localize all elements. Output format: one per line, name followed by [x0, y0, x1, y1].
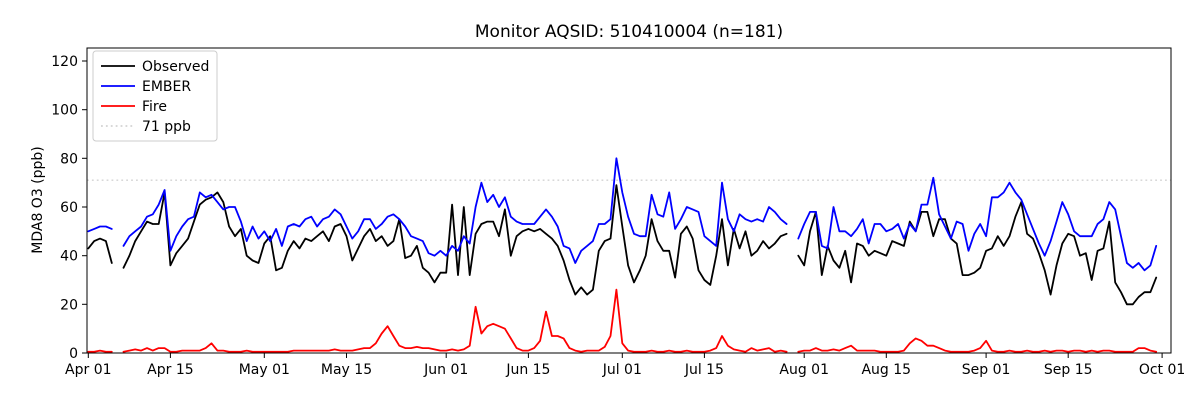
observed-line — [797, 201, 1158, 306]
y-tick-label: 120 — [51, 54, 78, 70]
x-tick-label: Apr 01 — [65, 362, 111, 378]
series-lines-group — [87, 157, 1158, 353]
x-tick-label: May 01 — [239, 362, 290, 378]
x-tick-label: Jun 15 — [505, 362, 550, 378]
x-tick-label: Oct 01 — [1139, 362, 1185, 378]
ember-line — [122, 157, 788, 264]
x-tick-label: Apr 15 — [147, 362, 193, 378]
x-tick-label: Aug 15 — [861, 362, 911, 378]
x-tick-label: Jul 15 — [684, 362, 724, 378]
ember-line — [797, 176, 1158, 272]
legend-label-71-ppb: 71 ppb — [142, 119, 191, 135]
y-tick-label: 20 — [60, 297, 78, 313]
fire-line — [122, 288, 788, 353]
observed-line — [122, 184, 788, 296]
ember-line — [87, 225, 113, 233]
chart-title: Monitor AQSID: 510410004 (n=181) — [475, 22, 783, 42]
fire-line — [87, 349, 113, 353]
legend-label-ember: EMBER — [142, 79, 191, 95]
y-tick-label: 60 — [60, 200, 78, 216]
y-tick-label: 100 — [51, 103, 78, 119]
y-axis-label: MDA8 O3 (ppb) — [30, 146, 46, 254]
legend: Observed EMBER Fire 71 ppb — [92, 50, 218, 142]
plot-frame — [86, 47, 1172, 354]
legend-label-fire: Fire — [142, 99, 167, 115]
legend-label-observed: Observed — [142, 59, 209, 75]
y-axis: 0 20 40 60 80 100 120 — [51, 54, 87, 362]
observed-line — [87, 237, 113, 264]
y-tick-label: 80 — [60, 151, 78, 167]
legend-frame — [92, 50, 218, 142]
x-tick-label: Jul 01 — [602, 362, 642, 378]
x-tick-label: Sep 01 — [962, 362, 1011, 378]
fire-line — [797, 337, 1158, 353]
x-axis: Apr 01 Apr 15 May 01 May 15 Jun 01 Jun 15 Jul … — [65, 353, 1185, 378]
y-tick-label: 40 — [60, 249, 78, 265]
x-tick-label: May 15 — [321, 362, 372, 378]
x-tick-label: Aug 01 — [779, 362, 829, 378]
x-tick-label: Sep 15 — [1044, 362, 1093, 378]
y-tick-label: 0 — [69, 346, 78, 362]
x-tick-label: Jun 01 — [423, 362, 468, 378]
